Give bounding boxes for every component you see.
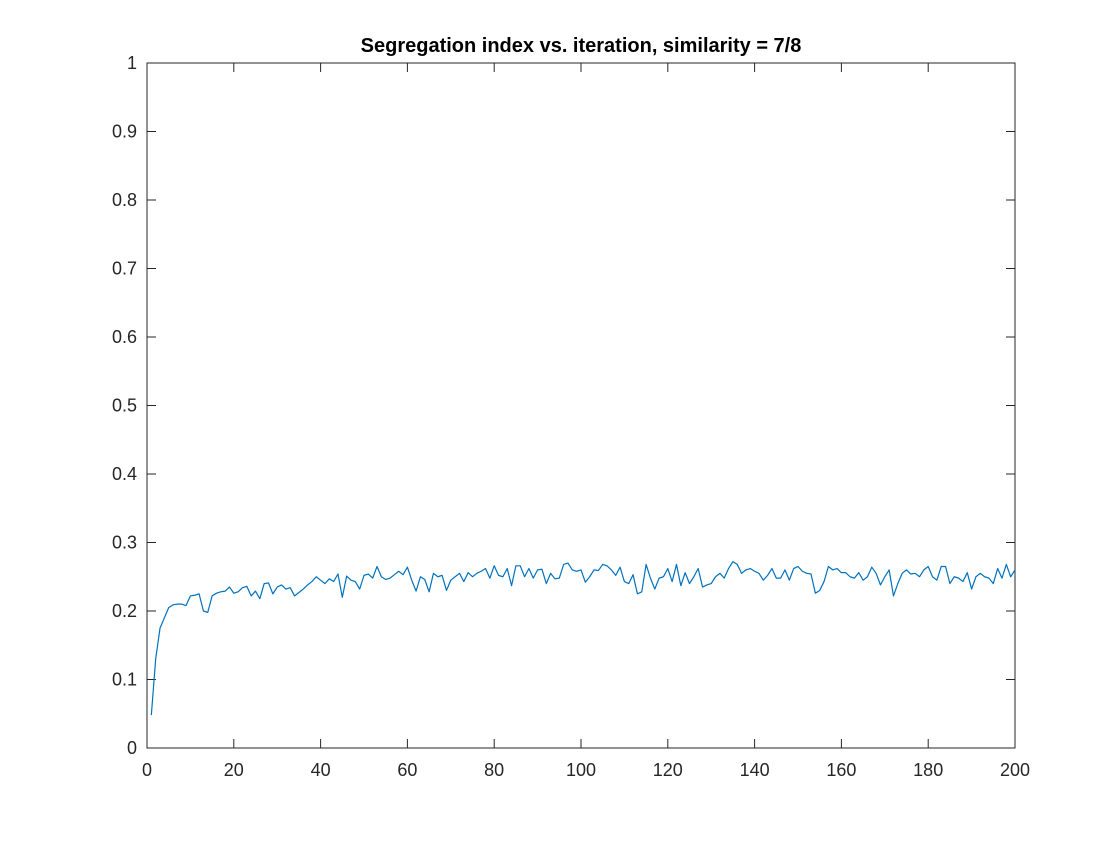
x-tick-label: 0 (142, 760, 152, 780)
y-tick-label: 0.3 (112, 533, 137, 553)
axis-ticks: 0 20 40 60 80 100 120 140 160 180 200 0 0.1 0.2 0.3 0.4… (112, 53, 1030, 780)
x-tick-label: 200 (1000, 760, 1030, 780)
x-tick-label: 40 (311, 760, 331, 780)
y-tick-label: 0.8 (112, 190, 137, 210)
y-tick-label: 1 (127, 53, 137, 73)
y-tick-label: 0.2 (112, 601, 137, 621)
y-tick-label: 0 (127, 738, 137, 758)
plot-area-frame (146, 62, 1016, 749)
y-tick-label: 0.1 (112, 670, 137, 690)
x-tick-label: 140 (740, 760, 770, 780)
x-tick-label: 180 (913, 760, 943, 780)
x-tick-label: 80 (484, 760, 504, 780)
axes-box (146, 62, 1016, 749)
y-tick-label: 0.7 (112, 259, 137, 279)
x-tick-label: 100 (566, 760, 596, 780)
x-tick-label: 20 (224, 760, 244, 780)
y-tick-label: 0.9 (112, 122, 137, 142)
y-tick-label: 0.6 (112, 327, 137, 347)
x-tick-label: 160 (826, 760, 856, 780)
series-group (150, 561, 1016, 716)
x-tick-label: 60 (397, 760, 417, 780)
x-tick-label: 120 (653, 760, 683, 780)
y-tick-label: 0.4 (112, 464, 137, 484)
chart-title: Segregation index vs. iteration, similar… (361, 35, 802, 57)
y-tick-label: 0.5 (112, 396, 137, 416)
series-line (150, 561, 1016, 716)
